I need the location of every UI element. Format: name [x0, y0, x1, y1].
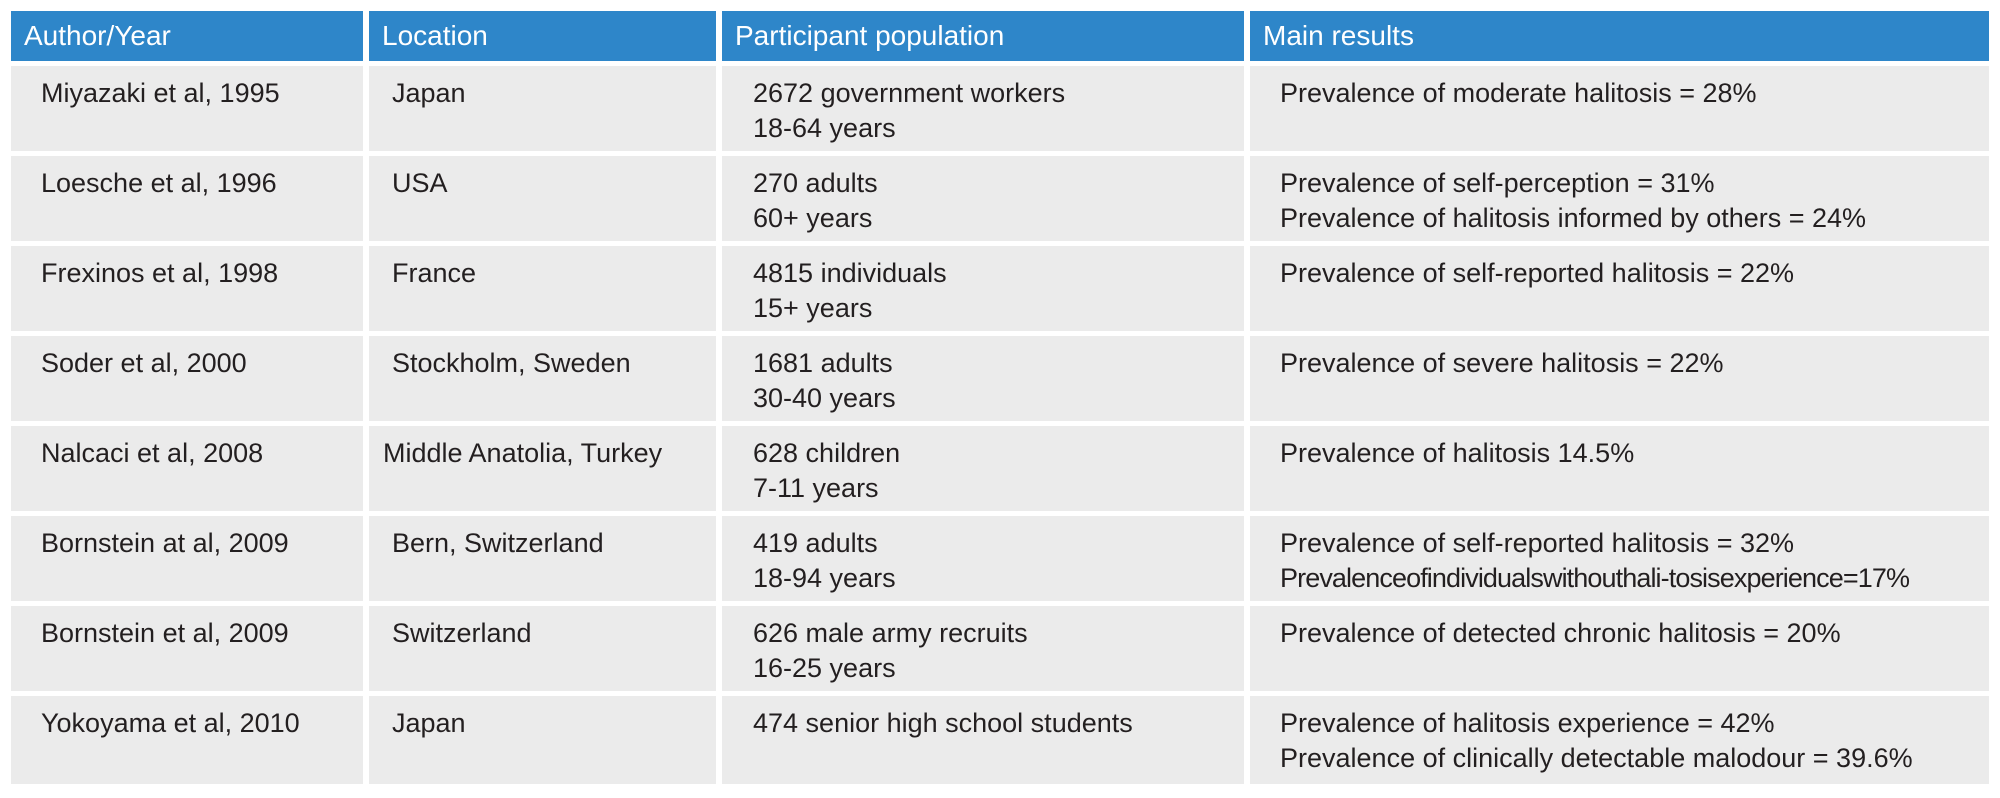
population-line: 60+ years	[753, 203, 873, 233]
population-cell: 628 children 7-11 years	[722, 426, 1244, 511]
results-cell: Prevalence of detected chronic halitosis…	[1250, 606, 1989, 691]
population-line: 2672 government workers	[753, 78, 1066, 108]
result-line: Prevalence of self-reported halitosis = …	[1280, 528, 1795, 558]
population-cell: 1681 adults 30-40 years	[722, 336, 1244, 421]
population-line: 18-94 years	[753, 563, 896, 593]
location-cell: USA	[369, 156, 716, 241]
halitosis-prevalence-table: Author/Year Location Participant populat…	[11, 11, 1989, 789]
author-year-cell: Soder et al, 2000	[11, 336, 363, 421]
table-row: Frexinos et al, 1998 France 4815 individ…	[11, 246, 1989, 331]
location-cell: Switzerland	[369, 606, 716, 691]
population-line: 15+ years	[753, 293, 873, 323]
author-year-cell: Bornstein at al, 2009	[11, 516, 363, 601]
result-line: Prevalence of clinically detectable malo…	[1280, 743, 1913, 773]
location-cell: Bern, Switzerland	[369, 516, 716, 601]
result-line: Prevalence of self-reported halitosis = …	[1280, 258, 1795, 288]
author-year-cell: Loesche et al, 1996	[11, 156, 363, 241]
result-line: Prevalence of halitosis 14.5%	[1280, 438, 1635, 468]
author-year-cell: Bornstein et al, 2009	[11, 606, 363, 691]
table-row: Soder et al, 2000 Stockholm, Sweden 1681…	[11, 336, 1989, 421]
results-cell: Prevalence of self-reported halitosis = …	[1250, 246, 1989, 331]
population-cell: 2672 government workers 18-64 years	[722, 66, 1244, 151]
population-line: 16-25 years	[753, 653, 896, 683]
table-header-row: Author/Year Location Participant populat…	[11, 11, 1989, 61]
header-author-year: Author/Year	[11, 11, 363, 61]
result-line: Prevalence of self-perception = 31%	[1280, 168, 1715, 198]
population-cell: 270 adults 60+ years	[722, 156, 1244, 241]
result-line: Prevalence of halitosis informed by othe…	[1280, 203, 1867, 233]
author-year-cell: Miyazaki et al, 1995	[11, 66, 363, 151]
author-year-cell: Yokoyama et al, 2010	[11, 696, 363, 784]
result-line: Prevalence of halitosis experience = 42%	[1280, 708, 1775, 738]
population-line: 7-11 years	[753, 473, 879, 503]
results-cell: Prevalence of moderate halitosis = 28%	[1250, 66, 1989, 151]
table-row: Bornstein at al, 2009 Bern, Switzerland …	[11, 516, 1989, 601]
population-line: 4815 individuals	[753, 258, 947, 288]
result-line: Prevalence of detected chronic halitosis…	[1280, 618, 1841, 648]
result-line: Prevalence of moderate halitosis = 28%	[1280, 78, 1757, 108]
header-location: Location	[369, 11, 716, 61]
author-year-cell: Frexinos et al, 1998	[11, 246, 363, 331]
population-cell: 4815 individuals 15+ years	[722, 246, 1244, 331]
population-cell: 626 male army recruits 16-25 years	[722, 606, 1244, 691]
header-participant-population: Participant population	[722, 11, 1244, 61]
population-cell: 419 adults 18-94 years	[722, 516, 1244, 601]
table-row: Nalcaci et al, 2008 Middle Anatolia, Tur…	[11, 426, 1989, 511]
results-cell: Prevalence of halitosis 14.5%	[1250, 426, 1989, 511]
population-line: 18-64 years	[753, 113, 896, 143]
location-cell: France	[369, 246, 716, 331]
population-cell: 474 senior high school students	[722, 696, 1244, 784]
location-cell: Middle Anatolia, Turkey	[369, 426, 716, 511]
population-line: 474 senior high school students	[753, 708, 1133, 738]
results-cell: Prevalence of self-reported halitosis = …	[1250, 516, 1989, 601]
results-cell: Prevalence of severe halitosis = 22%	[1250, 336, 1989, 421]
location-cell: Stockholm, Sweden	[369, 336, 716, 421]
table-row: Bornstein et al, 2009 Switzerland 626 ma…	[11, 606, 1989, 691]
result-line: Prevalence of severe halitosis = 22%	[1280, 348, 1724, 378]
results-cell: Prevalence of self-perception = 31% Prev…	[1250, 156, 1989, 241]
header-main-results: Main results	[1250, 11, 1989, 61]
population-line: 270 adults	[753, 168, 878, 198]
table-row: Yokoyama et al, 2010 Japan 474 senior hi…	[11, 696, 1989, 784]
population-line: 628 children	[753, 438, 901, 468]
population-line: 626 male army recruits	[753, 618, 1028, 648]
results-cell: Prevalence of halitosis experience = 42%…	[1250, 696, 1989, 784]
result-line: Prevalenceofindividualswithouthali-tosis…	[1280, 563, 1910, 593]
population-line: 1681 adults	[753, 348, 893, 378]
location-cell: Japan	[369, 696, 716, 784]
population-line: 419 adults	[753, 528, 878, 558]
population-line: 30-40 years	[753, 383, 896, 413]
location-cell: Japan	[369, 66, 716, 151]
table-row: Loesche et al, 1996 USA 270 adults 60+ y…	[11, 156, 1989, 241]
author-year-cell: Nalcaci et al, 2008	[11, 426, 363, 511]
table-row: Miyazaki et al, 1995 Japan 2672 governme…	[11, 66, 1989, 151]
